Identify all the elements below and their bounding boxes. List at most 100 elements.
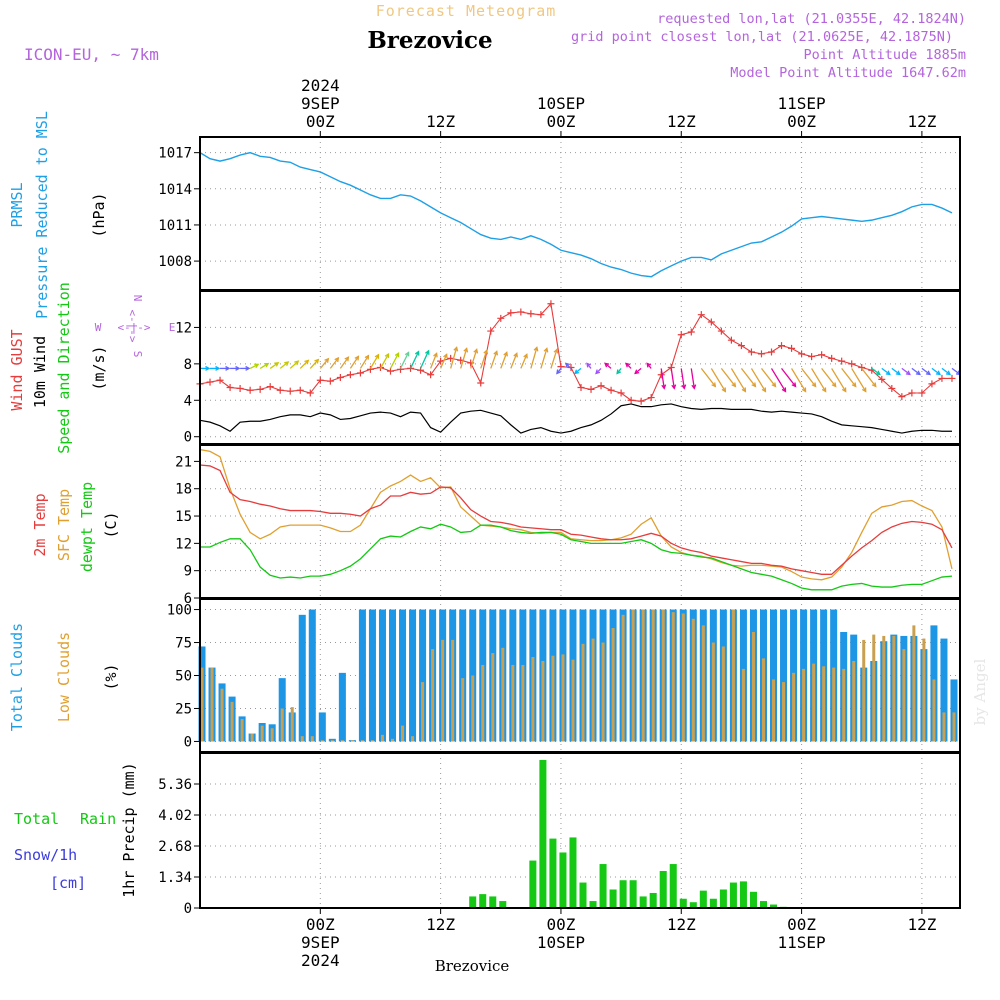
gust-point <box>537 311 545 319</box>
time-label-bottom: 10SEP <box>537 933 585 952</box>
y-tick-label: 4 <box>184 393 192 409</box>
gust-point <box>948 374 956 382</box>
wind-direction-arrowhead <box>751 382 757 388</box>
rain-bar <box>499 901 507 908</box>
wind-direction-arrowhead <box>761 387 767 393</box>
low-cloud-bar <box>601 642 605 742</box>
wind-direction-arrowhead <box>646 362 652 368</box>
wind-direction-arrow <box>470 349 478 369</box>
gust-point <box>627 396 635 404</box>
wind-direction-arrow <box>851 368 867 392</box>
wind-direction-arrowhead <box>284 361 290 366</box>
low-cloud-bar <box>792 672 796 742</box>
y-tick-label: 0 <box>184 734 192 750</box>
low-cloud-bar <box>751 631 755 742</box>
requested-coords: requested lon,lat (21.0355E, 42.1824N) <box>657 11 966 27</box>
time-label-bottom: 9SEP <box>301 933 340 952</box>
low-cloud-bar <box>411 736 415 742</box>
rain-bar <box>699 890 707 908</box>
wind-direction-arrowhead <box>831 382 837 388</box>
wind-direction-arrow <box>269 362 279 369</box>
wind-direction-arrowhead <box>553 348 559 354</box>
y-tick-label: 9 <box>184 564 192 580</box>
wind-direction-arrowhead <box>453 346 459 352</box>
wind-direction-arrowhead <box>885 370 891 376</box>
y-tick-label: 50 <box>175 669 192 685</box>
gust-point <box>788 344 796 352</box>
low-cloud-bar <box>210 667 214 742</box>
time-label-bottom: 00Z <box>306 915 335 934</box>
low-cloud-bar <box>310 736 314 742</box>
rain-bar <box>549 838 557 908</box>
low-cloud-bar <box>651 609 655 742</box>
wind-direction-arrowhead <box>945 370 952 376</box>
low-cloud-bar <box>631 609 635 742</box>
gust-point <box>397 365 405 373</box>
axes-layer: 1008 1011 1014 1017 0 4 8 12 6 9 12 15 18 21 0 25 50 75 10… <box>158 76 961 970</box>
rain-bar <box>749 891 757 908</box>
low-cloud-bar <box>481 664 485 742</box>
grid-layer <box>200 137 960 909</box>
gust-point <box>256 385 264 393</box>
gust-point <box>768 348 776 356</box>
low-cloud-bar <box>621 614 625 742</box>
gust-point <box>757 350 765 358</box>
wind-direction-arrowhead <box>781 387 787 393</box>
wind-direction-arrow <box>901 367 911 375</box>
low-cloud-bar <box>872 634 876 742</box>
low-cloud-bar <box>641 609 645 742</box>
time-label-bottom: 11SEP <box>777 933 825 952</box>
gust-point <box>346 371 354 379</box>
low-cloud-bar <box>401 725 405 742</box>
compass-west: W <box>95 321 102 334</box>
y-tick-label: 15 <box>175 509 192 525</box>
low-cloud-bar <box>892 635 896 742</box>
gust-point <box>798 350 806 358</box>
precip-legend-snow: Snow/1h <box>14 846 77 864</box>
gust-point <box>527 310 535 318</box>
wind-direction-arrow <box>710 368 726 392</box>
wind-direction-arrow <box>951 367 961 375</box>
compass-north: N <box>131 295 144 302</box>
rain-bar <box>569 837 577 908</box>
low-cloud-bar <box>772 679 776 742</box>
wind-direction-arrowhead <box>821 387 827 393</box>
low-cloud-bar <box>541 660 545 742</box>
gust-point <box>928 380 936 388</box>
gust-point <box>908 389 916 397</box>
gust-point <box>276 386 284 394</box>
low-cloud-bar <box>741 668 745 742</box>
total-cloud-bar <box>338 672 346 742</box>
gust-point <box>808 353 816 361</box>
temp-legend-sfc: SFC Temp <box>55 489 73 561</box>
rain-bar <box>619 880 627 908</box>
temp-unit: (C) <box>102 511 120 538</box>
gust-point <box>938 374 946 382</box>
pressure-legend-desc: Pressure Reduced to MSL <box>33 111 51 319</box>
wind-direction-arrow <box>339 356 349 369</box>
wind-direction-arrowhead <box>205 365 211 371</box>
compass-rose: N S W E <-|-> <-|-> <box>95 295 176 358</box>
wind-direction-arrowhead <box>895 370 901 376</box>
low-cloud-bar <box>782 682 786 742</box>
y-tick-label: 6 <box>184 591 192 607</box>
gust-point <box>507 309 515 317</box>
low-cloud-bar <box>340 740 344 742</box>
wind-direction-arrowhead <box>334 356 340 363</box>
y-tick-label: 4.02 <box>158 808 192 824</box>
y-tick-label: 1011 <box>158 218 192 234</box>
wind-direction-arrowhead <box>254 363 260 369</box>
wind-direction-arrow <box>259 363 269 369</box>
low-cloud-bar <box>611 628 615 742</box>
wind-direction-arrowhead <box>801 387 807 393</box>
wind-direction-arrow <box>540 348 548 369</box>
precip-legend-cm: [cm] <box>50 874 86 892</box>
wind-legend-gust: Wind GUST <box>8 329 26 410</box>
time-label-top: 12Z <box>907 112 936 131</box>
low-cloud-bar <box>922 638 926 742</box>
wind-direction-arrowhead <box>215 365 221 371</box>
gust-point <box>427 371 435 379</box>
wind-direction-arrowhead <box>394 352 400 358</box>
wind-direction-arrow <box>670 368 675 389</box>
